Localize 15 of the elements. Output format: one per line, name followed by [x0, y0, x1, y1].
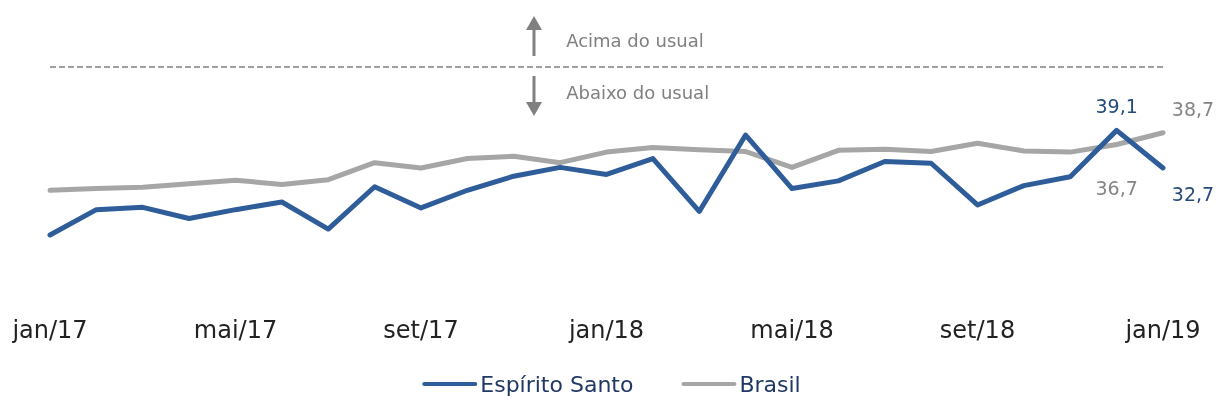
- data-label: 39,1: [1095, 95, 1138, 118]
- legend-label: Brasil: [739, 371, 801, 397]
- text: Abaixo do usual: [566, 81, 710, 103]
- x-tick-label: jan/18: [567, 316, 645, 344]
- x-tick-label: mai/17: [193, 316, 278, 344]
- x-tick-label: mai/18: [750, 316, 834, 344]
- x-tick-label: jan/17: [11, 316, 88, 344]
- x-tick-label: set/18: [939, 316, 1016, 344]
- data-label: 32,7: [1171, 182, 1215, 205]
- x-tick-label: set/17: [383, 316, 459, 344]
- data-label: 38,7: [1171, 97, 1215, 120]
- legend-label: Espírito Santo: [480, 371, 634, 397]
- text: Acima do usual: [566, 29, 704, 51]
- data-label: 36,7: [1095, 177, 1138, 200]
- x-tick-label: jan/19: [1124, 316, 1201, 344]
